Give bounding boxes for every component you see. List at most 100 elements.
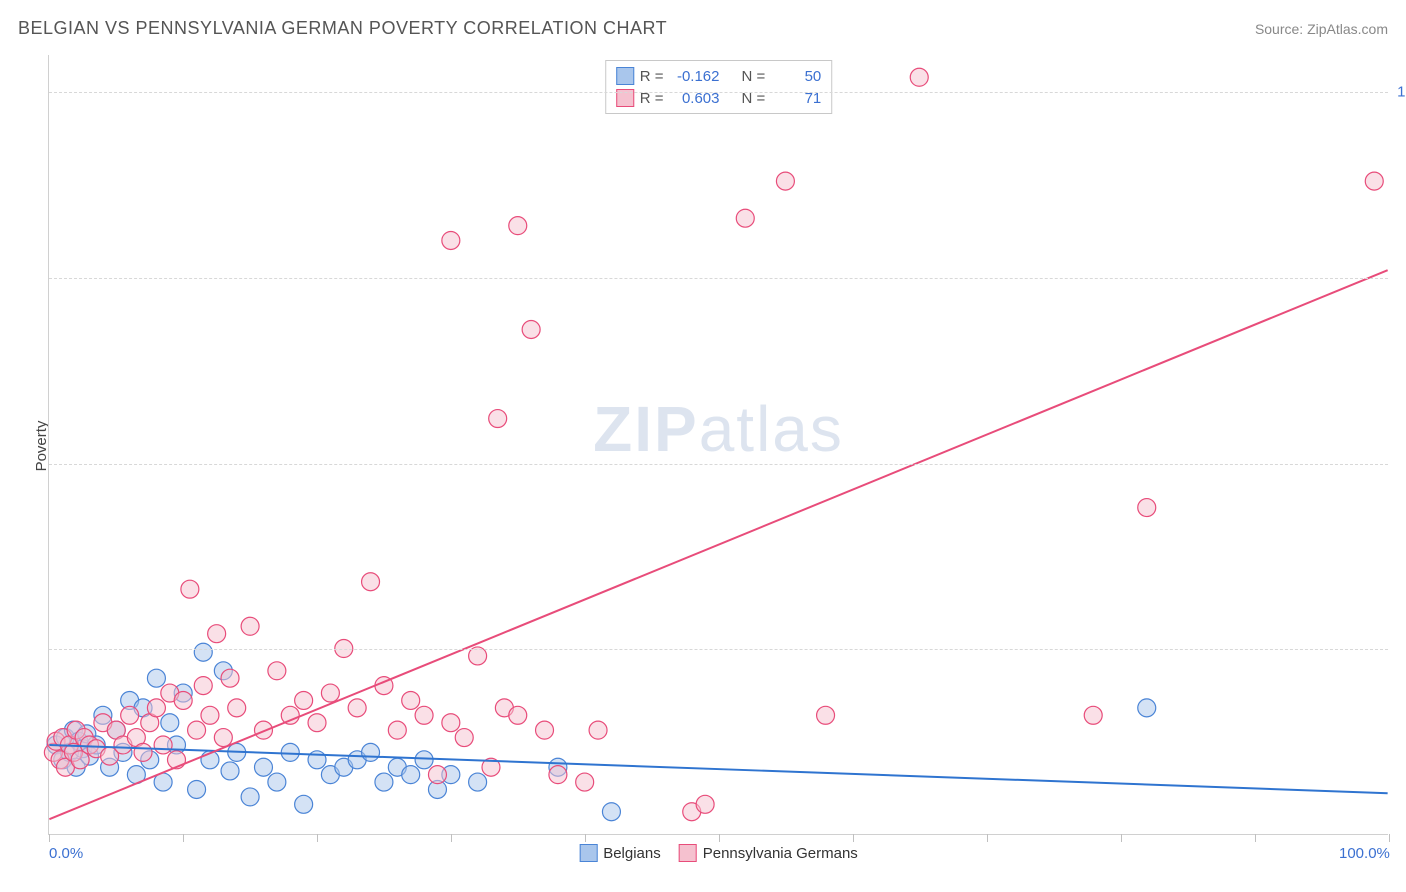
legend-swatch-pagermans xyxy=(679,844,697,862)
scatter-point xyxy=(308,714,326,732)
scatter-point xyxy=(174,691,192,709)
scatter-point xyxy=(214,729,232,747)
scatter-svg xyxy=(49,55,1388,834)
scatter-point xyxy=(221,669,239,687)
gridline-horizontal xyxy=(49,92,1388,93)
source-attribution: Source: ZipAtlas.com xyxy=(1255,21,1388,37)
legend: Belgians Pennsylvania Germans xyxy=(579,844,858,862)
x-tick xyxy=(451,834,452,842)
trend-line xyxy=(49,745,1387,793)
chart-title: BELGIAN VS PENNSYLVANIA GERMAN POVERTY C… xyxy=(18,18,667,39)
scatter-point xyxy=(208,625,226,643)
scatter-point xyxy=(201,706,219,724)
legend-swatch-belgians xyxy=(579,844,597,862)
scatter-point xyxy=(696,795,714,813)
scatter-point xyxy=(241,617,259,635)
scatter-point xyxy=(469,773,487,791)
scatter-point xyxy=(415,706,433,724)
scatter-point xyxy=(509,217,527,235)
scatter-point xyxy=(549,766,567,784)
stat-r-value-belgians: -0.162 xyxy=(670,68,720,85)
scatter-point xyxy=(776,172,794,190)
scatter-point xyxy=(268,773,286,791)
y-axis-value: 25.0% xyxy=(1393,641,1406,658)
gridline-horizontal xyxy=(49,278,1388,279)
scatter-point xyxy=(375,773,393,791)
scatter-point xyxy=(134,743,152,761)
scatter-point xyxy=(1084,706,1102,724)
y-axis-value: 100.0% xyxy=(1393,84,1406,101)
scatter-point xyxy=(910,68,928,86)
x-tick xyxy=(853,834,854,842)
legend-item-belgians: Belgians xyxy=(579,844,661,862)
legend-item-pagermans: Pennsylvania Germans xyxy=(679,844,858,862)
scatter-point xyxy=(455,729,473,747)
scatter-point xyxy=(188,721,206,739)
scatter-point xyxy=(489,410,507,428)
x-tick xyxy=(1389,834,1390,842)
y-axis-value: 75.0% xyxy=(1393,269,1406,286)
scatter-point xyxy=(147,699,165,717)
scatter-point xyxy=(428,766,446,784)
x-tick xyxy=(719,834,720,842)
scatter-point xyxy=(442,231,460,249)
x-axis-value: 0.0% xyxy=(49,845,83,862)
stat-r-label: R = xyxy=(640,68,664,85)
scatter-point xyxy=(295,795,313,813)
x-tick xyxy=(1121,834,1122,842)
scatter-point xyxy=(536,721,554,739)
scatter-point xyxy=(388,721,406,739)
scatter-point xyxy=(221,762,239,780)
scatter-point xyxy=(402,691,420,709)
scatter-point xyxy=(1138,499,1156,517)
scatter-point xyxy=(254,758,272,776)
scatter-point xyxy=(281,743,299,761)
scatter-point xyxy=(402,766,420,784)
scatter-point xyxy=(188,780,206,798)
x-tick xyxy=(585,834,586,842)
scatter-point xyxy=(442,714,460,732)
legend-label-belgians: Belgians xyxy=(603,845,661,862)
scatter-point xyxy=(154,736,172,754)
scatter-point xyxy=(362,743,380,761)
swatch-belgians xyxy=(616,67,634,85)
scatter-point xyxy=(121,706,139,724)
scatter-point xyxy=(602,803,620,821)
scatter-point xyxy=(362,573,380,591)
scatter-point xyxy=(147,669,165,687)
plot-area: ZIPatlas R = -0.162 N = 50 R = 0.603 N =… xyxy=(48,55,1388,835)
correlation-stat-box: R = -0.162 N = 50 R = 0.603 N = 71 xyxy=(605,60,833,114)
x-axis-value: 100.0% xyxy=(1339,845,1390,862)
stat-row-belgians: R = -0.162 N = 50 xyxy=(616,65,822,87)
scatter-point xyxy=(522,321,540,339)
scatter-point xyxy=(348,699,366,717)
scatter-point xyxy=(415,751,433,769)
legend-label-pagermans: Pennsylvania Germans xyxy=(703,845,858,862)
x-tick xyxy=(317,834,318,842)
scatter-point xyxy=(295,691,313,709)
x-tick xyxy=(987,834,988,842)
scatter-point xyxy=(281,706,299,724)
scatter-point xyxy=(736,209,754,227)
scatter-point xyxy=(241,788,259,806)
stat-n-value-belgians: 50 xyxy=(771,68,821,85)
y-axis-value: 50.0% xyxy=(1393,455,1406,472)
scatter-point xyxy=(194,677,212,695)
scatter-point xyxy=(509,706,527,724)
gridline-horizontal xyxy=(49,649,1388,650)
scatter-point xyxy=(194,643,212,661)
scatter-point xyxy=(321,684,339,702)
stat-n-label: N = xyxy=(742,68,766,85)
x-tick xyxy=(183,834,184,842)
scatter-point xyxy=(254,721,272,739)
x-tick xyxy=(49,834,50,842)
scatter-point xyxy=(817,706,835,724)
scatter-point xyxy=(228,699,246,717)
x-tick xyxy=(1255,834,1256,842)
scatter-point xyxy=(1365,172,1383,190)
scatter-point xyxy=(181,580,199,598)
scatter-point xyxy=(589,721,607,739)
gridline-horizontal xyxy=(49,464,1388,465)
scatter-point xyxy=(161,714,179,732)
scatter-point xyxy=(268,662,286,680)
